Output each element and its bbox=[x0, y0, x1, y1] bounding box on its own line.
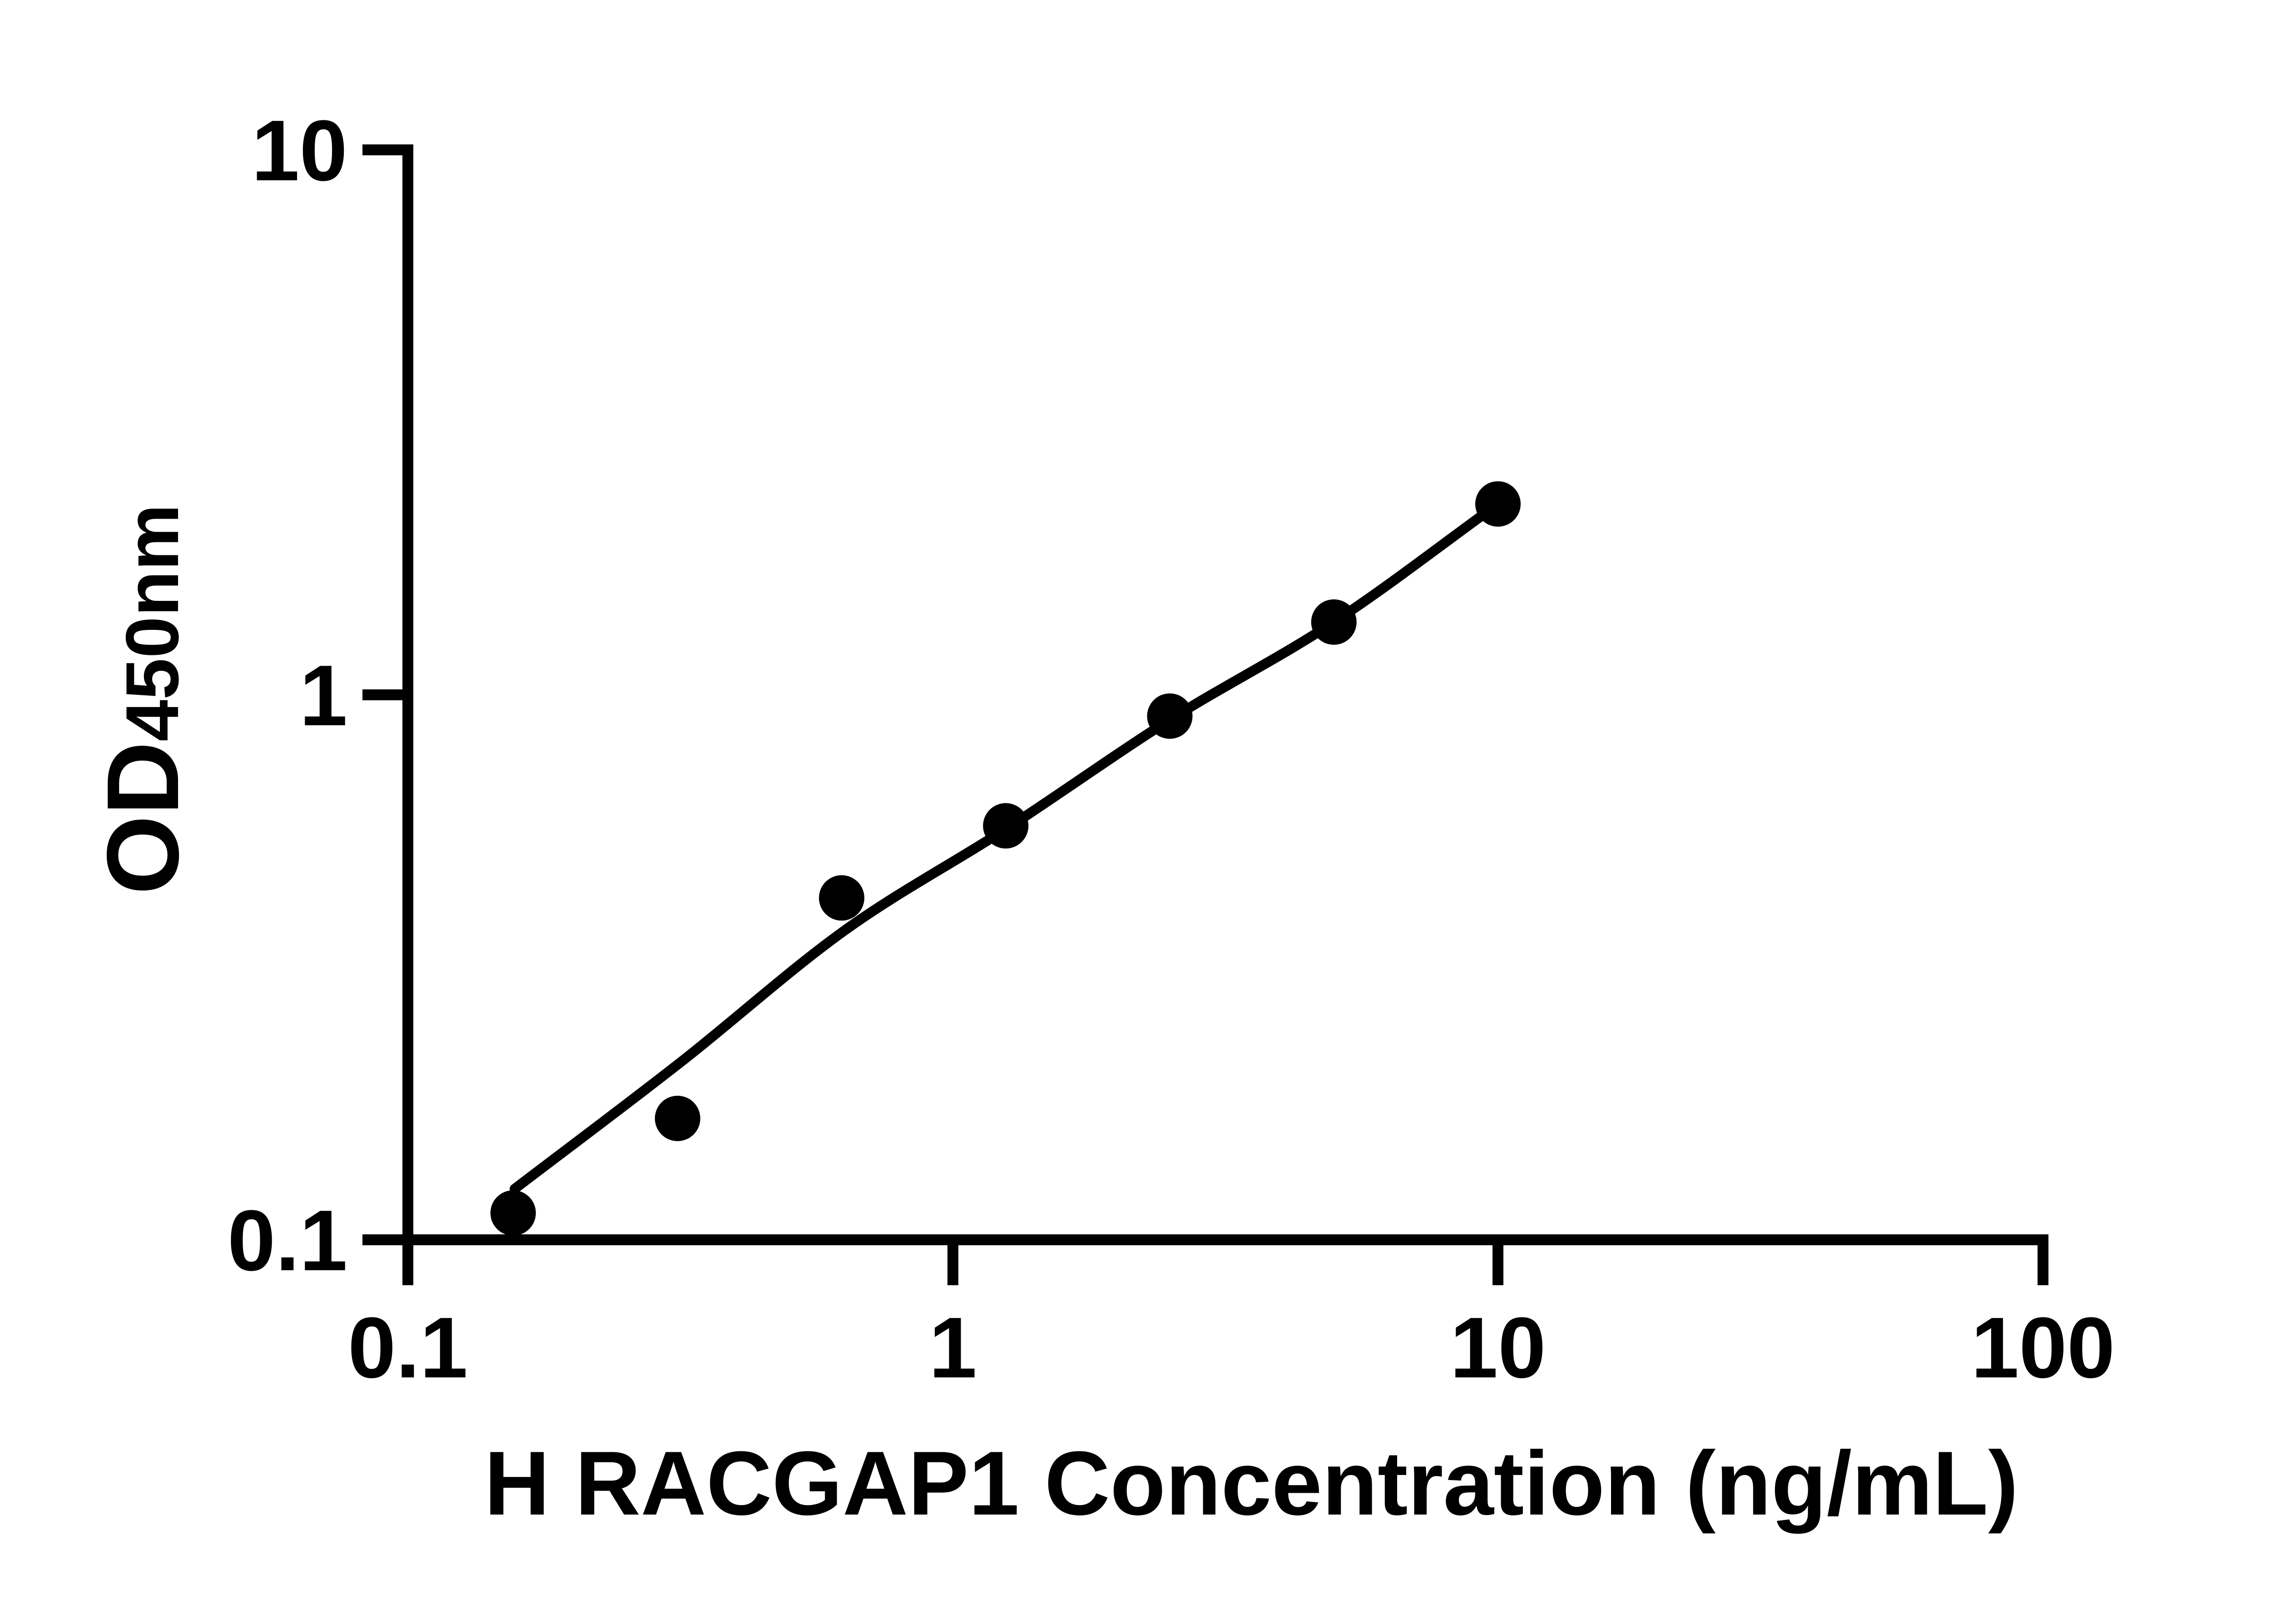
y-tick-mark bbox=[362, 689, 402, 700]
y-axis-line bbox=[402, 144, 413, 1245]
data-point bbox=[819, 875, 865, 921]
data-point bbox=[490, 1190, 536, 1236]
x-tick-mark bbox=[2038, 1245, 2048, 1285]
data-point bbox=[1475, 481, 1521, 527]
x-tick-label: 1 bbox=[929, 1300, 977, 1396]
y-tick-mark bbox=[362, 144, 402, 155]
y-tick-mark bbox=[362, 1234, 402, 1245]
x-axis-line bbox=[402, 1234, 2048, 1245]
data-point bbox=[1311, 599, 1357, 645]
y-axis-title-subscript: 450nm bbox=[110, 504, 194, 742]
data-point bbox=[655, 1095, 700, 1141]
x-tick-mark bbox=[947, 1245, 958, 1285]
y-tick-label: 0.1 bbox=[228, 1193, 347, 1289]
tick-labels: 0.1 1 10 100 0.1 1 10 bbox=[228, 103, 2115, 1396]
x-tick-mark bbox=[402, 1245, 413, 1285]
x-tick-mark bbox=[1493, 1245, 1503, 1285]
y-tick-label: 1 bbox=[299, 648, 347, 744]
data-points bbox=[490, 481, 1521, 1236]
data-point bbox=[983, 803, 1029, 849]
x-tick-label: 100 bbox=[1971, 1300, 2115, 1396]
axes bbox=[362, 144, 2048, 1285]
x-tick-label: 10 bbox=[1450, 1300, 1546, 1396]
y-axis-title: OD450nm bbox=[85, 504, 200, 895]
data-point bbox=[1147, 693, 1193, 739]
y-tick-label: 10 bbox=[252, 103, 347, 199]
x-axis-title: H RACGAP1 Concentration (ng/mL) bbox=[484, 1433, 2018, 1534]
x-tick-label: 0.1 bbox=[348, 1300, 468, 1396]
y-axis-title-main: OD bbox=[85, 742, 200, 895]
